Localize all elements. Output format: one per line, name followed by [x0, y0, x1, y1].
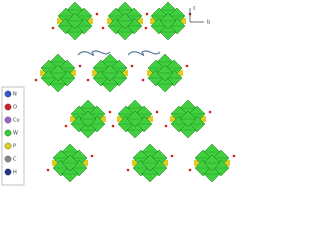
oxygen [232, 154, 236, 158]
legend-swatch [4, 142, 12, 150]
oxygen [130, 64, 134, 68]
legend-label: C [13, 157, 17, 163]
phosphate [52, 160, 58, 166]
phosphate [200, 116, 206, 122]
linker [127, 50, 161, 56]
legend: N O Cu W P C H [4, 90, 20, 176]
phosphate [180, 18, 186, 24]
phosphate [162, 160, 168, 166]
oxygen [95, 12, 99, 16]
oxygen [78, 64, 82, 68]
phosphate [132, 160, 138, 166]
legend-swatch [4, 155, 12, 163]
phosphate [150, 18, 156, 24]
axis-label: c [193, 6, 196, 12]
oxygen [155, 110, 159, 114]
phosphate [137, 18, 143, 24]
legend-swatch [4, 168, 12, 176]
phosphate [224, 160, 230, 166]
axis-indicator [189, 8, 204, 23]
phosphate [147, 70, 153, 76]
phosphate [147, 116, 153, 122]
phosphate [122, 70, 128, 76]
oxygen [170, 154, 174, 158]
oxygen [34, 78, 38, 82]
oxygen [188, 168, 192, 172]
oxygen [111, 124, 115, 128]
crystal-structure: c b N O Cu W P C H [1, 1, 236, 186]
phosphate [194, 160, 200, 166]
polyhedra [34, 1, 236, 183]
oxygen [101, 26, 105, 30]
oxygen [144, 26, 148, 30]
legend-label: H [13, 170, 17, 176]
phosphate [92, 70, 98, 76]
oxygen [108, 110, 112, 114]
legend-label: N [13, 92, 17, 98]
phosphate [40, 70, 46, 76]
oxygen [141, 78, 145, 82]
legend-swatch [4, 129, 12, 137]
legend-swatch [4, 90, 12, 98]
oxygen [164, 124, 168, 128]
phosphate [177, 70, 183, 76]
oxygen [51, 26, 55, 30]
phosphate [170, 116, 176, 122]
axis-label: b [207, 20, 210, 26]
legend-swatch [4, 116, 12, 124]
phosphate [57, 18, 63, 24]
oxygen [64, 124, 68, 128]
oxygen [208, 110, 212, 114]
oxygen [86, 78, 90, 82]
legend-swatch [4, 103, 12, 111]
oxygen [46, 168, 50, 172]
phosphate [107, 18, 113, 24]
oxygen [185, 64, 189, 68]
legend-label: W [13, 131, 18, 137]
phosphate [100, 116, 106, 122]
phosphate [82, 160, 88, 166]
phosphate [87, 18, 93, 24]
legend-label: O [13, 105, 17, 111]
phosphate [70, 70, 76, 76]
legend-label: Cu [13, 118, 20, 124]
phosphate [117, 116, 123, 122]
oxygen [145, 12, 149, 16]
legend-label: P [13, 144, 16, 150]
linkers [77, 50, 161, 56]
linker [77, 50, 111, 56]
oxygen [126, 168, 130, 172]
phosphate [70, 116, 76, 122]
oxygen [90, 154, 94, 158]
